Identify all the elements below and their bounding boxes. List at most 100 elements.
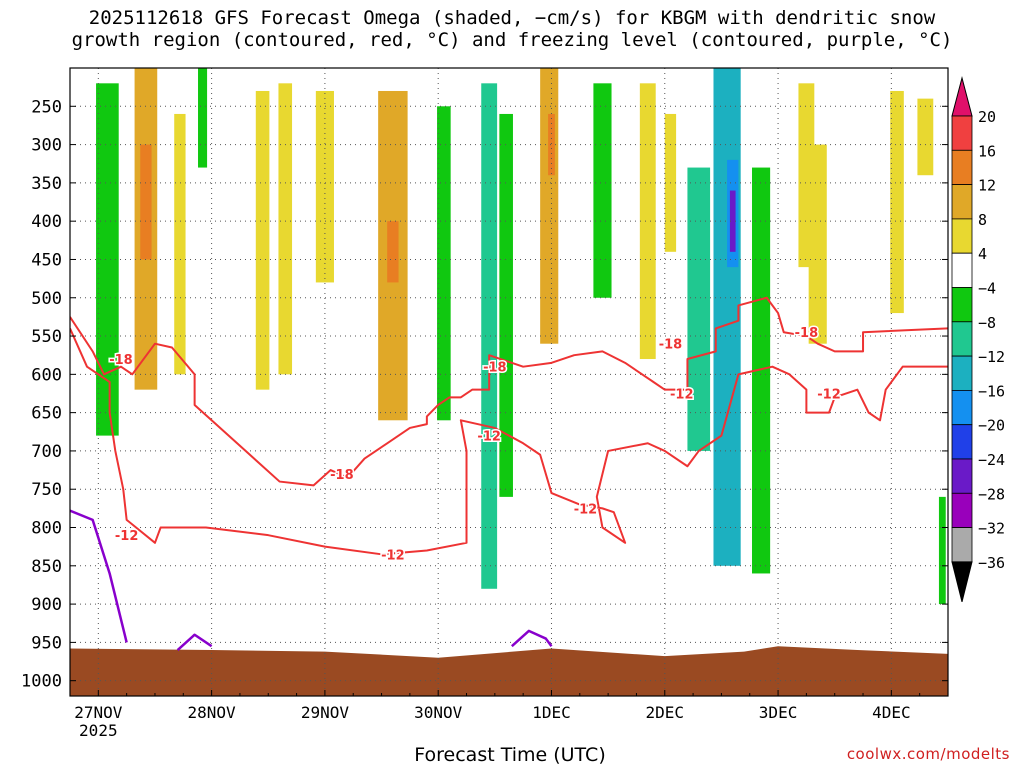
- colorbar-segment-9: [951, 389, 973, 426]
- contour-label-3: -12: [381, 548, 405, 563]
- colorbar-segment-6: [951, 287, 973, 323]
- x-tick-label-2DEC: 2DEC: [646, 703, 685, 722]
- contour-label-7: -18: [659, 338, 683, 353]
- omega-shading-layer: [96, 68, 946, 605]
- plot-frame: [69, 67, 949, 697]
- colorbar-segment-3: [951, 184, 973, 220]
- omega-cell-11: [481, 83, 498, 589]
- colorbar-label-7: −12: [978, 348, 1005, 366]
- colorbar-segment-1: [951, 115, 973, 151]
- colorbar-segment-5: [951, 252, 973, 288]
- credit-text[interactable]: coolwx.com/modelts: [846, 745, 1010, 763]
- freezing-level-contour-0: [70, 509, 128, 643]
- terrain-fill: [70, 646, 948, 696]
- freezing-level-contour-2: [510, 629, 553, 648]
- omega-cell-3: [174, 113, 186, 375]
- omega-cell-4: [198, 68, 208, 168]
- omega-cell-9: [387, 221, 399, 283]
- omega-cell-2: [140, 144, 152, 260]
- colorbar-bottom-arrow: [951, 561, 973, 603]
- y-tick-label-650: 650: [31, 404, 62, 424]
- colorbar-label-10: −24: [978, 451, 1005, 469]
- colorbar-segment-12: [951, 492, 973, 528]
- y-tick-label-950: 950: [31, 633, 62, 653]
- y-tick-label-450: 450: [31, 250, 62, 270]
- colorbar-label-5: −4: [978, 280, 996, 298]
- chart-title-line-1: 2025112618 GFS Forecast Omega (shaded, −…: [88, 7, 936, 29]
- omega-cell-19: [713, 68, 741, 566]
- omega-cell-15: [593, 83, 612, 298]
- colorbar-label-8: −16: [978, 382, 1005, 400]
- x-tick-label-28NOV: 28NOV: [188, 703, 237, 722]
- contour-label-10: -12: [817, 387, 841, 402]
- chart-title-line-2: growth region (contoured, red, °C) and f…: [71, 29, 953, 51]
- y-tick-label-350: 350: [31, 174, 62, 194]
- omega-cell-10: [437, 106, 451, 421]
- colorbar-segment-10: [951, 424, 973, 460]
- contour-label-1: -12: [115, 529, 139, 544]
- y-tick-label-800: 800: [31, 519, 62, 539]
- contour-label-2: -18: [330, 468, 354, 483]
- omega-cell-24: [808, 144, 827, 344]
- axes-layer: 250 300 350 400 450 500 550 600 650 700 750 800 850 9…: [21, 67, 949, 740]
- dgz-minus18-contour: [70, 296, 948, 487]
- freezing-level-contour-1: [176, 633, 213, 651]
- y-tick-label-700: 700: [31, 442, 62, 462]
- y-tick-label-600: 600: [31, 365, 62, 385]
- colorbar-label-13: −36: [978, 554, 1005, 572]
- x-axis-title: Forecast Time (UTC): [414, 744, 606, 766]
- x-tick-label-30NOV: 30NOV: [414, 703, 463, 722]
- y-tick-label-400: 400: [31, 212, 62, 232]
- contour-label-9: -18: [795, 326, 819, 341]
- contour-label-8: -12: [670, 387, 694, 402]
- colorbar-label-12: −32: [978, 520, 1005, 538]
- x-tick-label-29NOV: 29NOV: [301, 703, 350, 722]
- y-tick-label-300: 300: [31, 136, 62, 156]
- omega-cell-5: [255, 90, 270, 390]
- omega-cell-18: [687, 167, 711, 451]
- omega-cell-14: [548, 113, 555, 176]
- y-tick-label-850: 850: [31, 557, 62, 577]
- colorbar-top-arrow: [951, 76, 973, 117]
- y-tick-label-1000: 1000: [21, 672, 62, 692]
- omega-cell-13: [540, 68, 559, 344]
- omega-cell-7: [315, 90, 334, 283]
- colorbar-label-11: −28: [978, 485, 1005, 503]
- colorbar-label-6: −8: [978, 314, 996, 332]
- x-tick-label-3DEC: 3DEC: [759, 703, 798, 722]
- colorbar-label-3: 8: [978, 211, 987, 229]
- contour-label-5: -12: [477, 430, 501, 445]
- omega-cell-21: [729, 190, 736, 252]
- omega-cell-6: [278, 83, 293, 375]
- colorbar-label-4: 4: [978, 245, 987, 263]
- colorbar-segment-13: [951, 527, 973, 563]
- contour-label-6: -12: [574, 502, 598, 517]
- x-tick-label-27NOV: 27NOV: [74, 703, 123, 722]
- colorbar-segment-2: [951, 149, 973, 186]
- omega-cell-12: [499, 113, 513, 497]
- y-tick-label-550: 550: [31, 327, 62, 347]
- colorbar: 20 16 12 8 4 −4 −8 −12 −16 −20 −24 −28 −32 −36: [951, 76, 1005, 603]
- colorbar-label-1: 16: [978, 142, 996, 160]
- y-tick-label-250: 250: [31, 97, 62, 117]
- colorbar-label-0: 20: [978, 108, 996, 126]
- contour-label-4: -18: [483, 361, 507, 376]
- omega-cell-26: [917, 98, 934, 176]
- y-tick-label-750: 750: [31, 480, 62, 500]
- x-tick-sublabel-27NOV: 2025: [79, 721, 118, 740]
- omega-cell-25: [890, 90, 904, 314]
- dgz-minus12-contour: [70, 327, 948, 556]
- y-tick-label-900: 900: [31, 595, 62, 615]
- colorbar-label-2: 12: [978, 177, 996, 195]
- colorbar-segment-8: [951, 355, 973, 391]
- y-tick-label-500: 500: [31, 289, 62, 309]
- omega-cell-16: [639, 83, 656, 360]
- colorbar-segment-7: [951, 321, 973, 357]
- contour-label-0: -18: [109, 353, 133, 368]
- terrain-layer: [70, 646, 948, 696]
- colorbar-segment-11: [951, 458, 973, 494]
- x-tick-label-4DEC: 4DEC: [872, 703, 911, 722]
- omega-cell-0: [96, 83, 119, 436]
- omega-cell-27: [938, 496, 946, 605]
